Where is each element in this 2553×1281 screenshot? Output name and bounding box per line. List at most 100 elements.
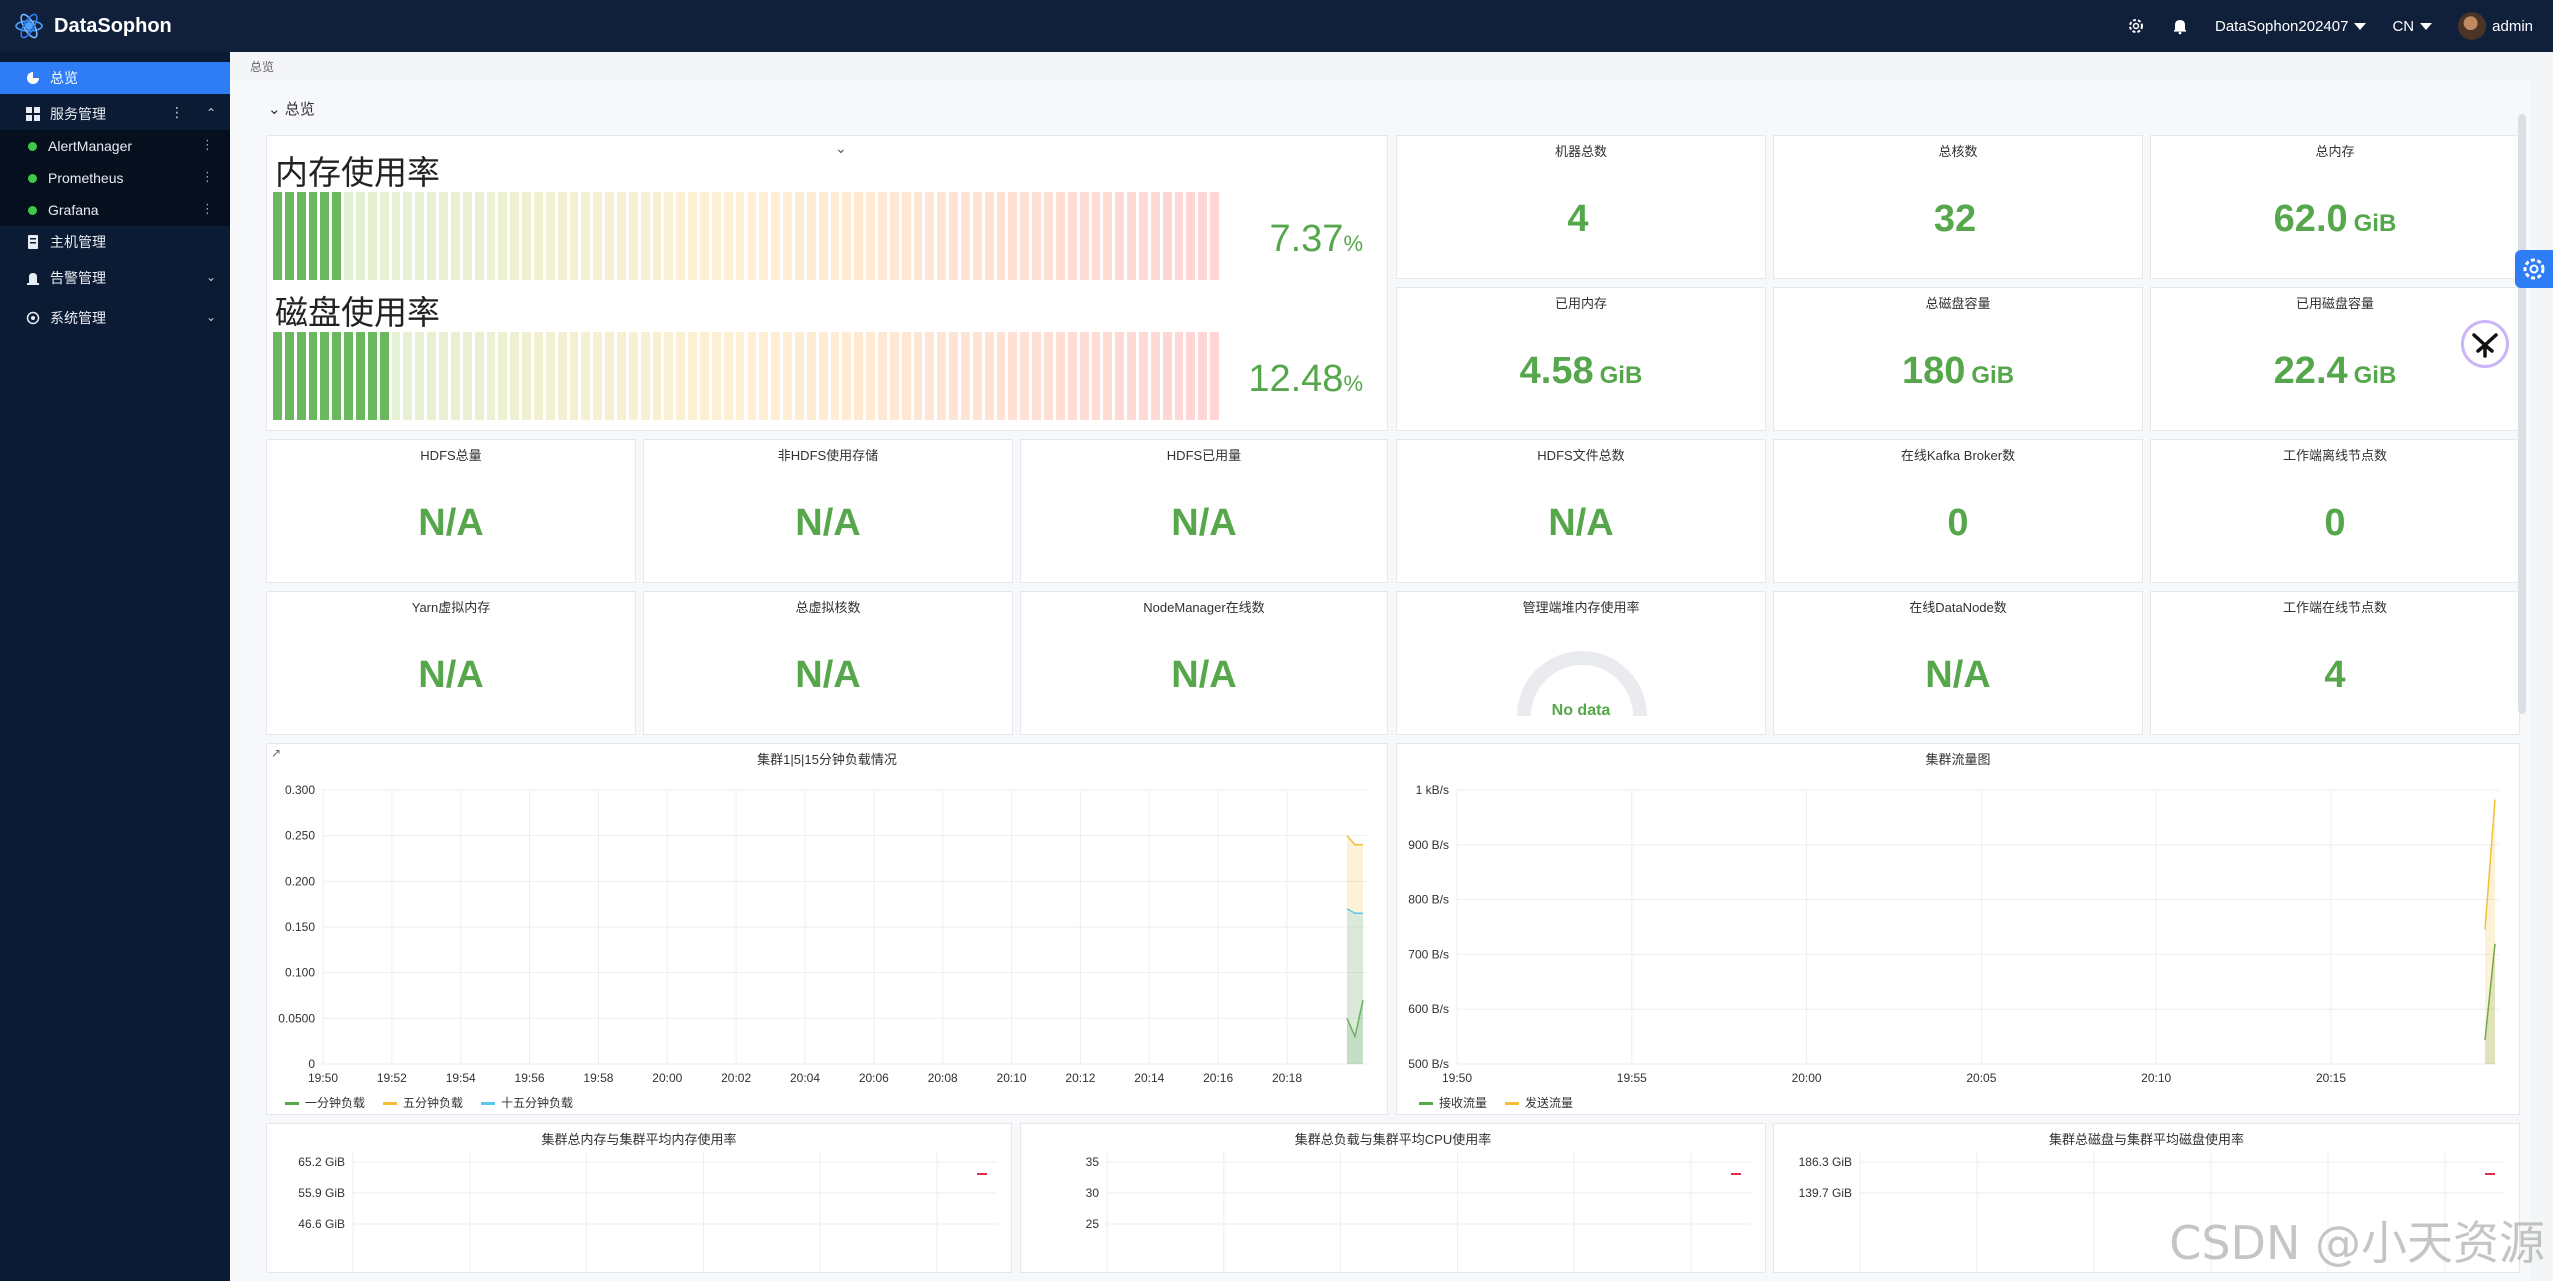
panel-title: 工作端离线节点数 <box>2282 448 2387 463</box>
bar-cell <box>1044 192 1053 280</box>
sidebar-item-overview[interactable]: 总览 <box>0 62 230 94</box>
legend-item[interactable]: 十五分钟负载 <box>481 1094 573 1111</box>
bar-cell <box>533 192 543 280</box>
sidebar-item-label: 告警管理 <box>50 270 106 286</box>
series-area <box>1347 1000 1363 1064</box>
chevron-down-icon[interactable]: ⌄ <box>205 270 216 284</box>
x-tick-label: 20:14 <box>1134 1071 1164 1085</box>
language-label: CN <box>2392 17 2415 35</box>
series-line <box>1346 999 1364 1040</box>
bar-cell <box>771 192 781 280</box>
service-label: Prometheus <box>48 170 124 186</box>
x-tick-label: 20:08 <box>928 1071 958 1085</box>
bar-cell <box>937 192 947 280</box>
more-options-icon[interactable]: ⋮ <box>201 201 214 216</box>
stat-value: N/A <box>1925 654 1991 696</box>
bar-cell <box>1138 332 1148 420</box>
series-area <box>2485 799 2495 1064</box>
sidebar-service-alertmanager[interactable]: AlertManager ⋮ <box>0 130 230 162</box>
chevron-down-icon[interactable]: ⌄ <box>835 140 847 156</box>
series-line <box>1346 908 1363 915</box>
disk-usage-title: 磁盘使用率 <box>275 294 440 331</box>
stat-panel: 总核数 32 <box>1773 135 2143 279</box>
user-menu[interactable]: admin <box>2458 12 2533 40</box>
sidebar-item-host-management[interactable]: 主机管理 <box>0 226 230 258</box>
chevron-down-icon[interactable]: ⌄ <box>205 310 216 324</box>
bar-cell <box>996 192 1006 280</box>
cluster-selector[interactable]: DataSophon202407 <box>2215 18 2367 35</box>
panel-title: 集群流量图 <box>1925 752 1991 767</box>
bar-cell <box>901 192 911 280</box>
watermark: CSDN @小天资源 <box>2169 1216 2545 1270</box>
assistant-button[interactable] <box>2461 320 2509 368</box>
stat-panel: 机器总数 4 <box>1396 135 1766 279</box>
gear-icon <box>2523 258 2545 280</box>
bell-icon[interactable] <box>2171 17 2189 35</box>
bar-cell <box>984 192 994 280</box>
legend-item[interactable]: 发送流量 <box>1505 1094 1573 1111</box>
bar-cell <box>545 192 555 280</box>
bar-cell <box>1174 332 1184 420</box>
y-tick-label: 0.150 <box>285 920 315 934</box>
bar-cell <box>747 332 757 420</box>
sidebar-item-alert-management[interactable]: 告警管理 ⌄ <box>0 262 230 294</box>
bar-cell <box>735 332 745 420</box>
bar-cell <box>1032 332 1042 420</box>
bar-cell-filled <box>308 332 318 420</box>
sidebar-service-prometheus[interactable]: Prometheus ⋮ <box>0 162 230 194</box>
bar-cell-filled <box>284 192 294 280</box>
gear-icon[interactable] <box>2127 17 2145 35</box>
sidebar-item-service-management[interactable]: 服务管理 ⋮ ⌃ <box>0 98 230 130</box>
bar-cell <box>1079 332 1089 420</box>
chevron-up-icon[interactable]: ⌃ <box>205 106 216 120</box>
series-line <box>1346 835 1363 846</box>
y-tick-label: 0.200 <box>285 874 315 888</box>
bar-cell <box>569 332 579 420</box>
language-selector[interactable]: CN <box>2392 17 2433 35</box>
bar-cell <box>557 332 567 420</box>
stat-panel: 工作端在线节点数 4 <box>2150 591 2520 735</box>
stat-value: 62.0 GiB <box>2273 198 2397 240</box>
external-link-icon[interactable]: ↗ <box>271 746 282 760</box>
bar-cell <box>450 192 460 280</box>
section-title[interactable]: ⌄ 总览 <box>268 101 315 118</box>
more-options-icon[interactable]: ⋮ <box>170 104 184 120</box>
settings-button[interactable] <box>2515 250 2553 288</box>
bar-cell <box>866 192 875 280</box>
bar-cell <box>759 332 769 420</box>
bar-cell <box>949 332 959 420</box>
stat-panel: NodeManager在线数 N/A <box>1020 591 1388 735</box>
bar-cell <box>711 192 721 280</box>
bar-cell <box>1103 192 1113 280</box>
legend-item[interactable]: 五分钟负载 <box>383 1094 463 1111</box>
x-tick-label: 19:58 <box>583 1071 613 1085</box>
brand[interactable]: DataSophon <box>14 10 172 42</box>
more-options-icon[interactable]: ⋮ <box>201 137 214 152</box>
bar-cell <box>723 192 733 280</box>
series-line <box>2484 943 2496 1041</box>
bar-cell <box>1055 332 1065 420</box>
bar-cell <box>403 332 413 420</box>
settings-icon <box>26 311 40 325</box>
stat-panel: 非HDFS使用存储 N/A <box>643 439 1013 583</box>
no-data-label: No data <box>1551 702 1611 719</box>
bar-cell <box>533 332 543 420</box>
legend-item[interactable]: 一分钟负载 <box>285 1094 365 1111</box>
scrollbar[interactable] <box>2518 114 2526 714</box>
stat-panel: 已用磁盘容量 22.4 GiB <box>2150 287 2520 431</box>
bar-cell <box>605 332 614 420</box>
bar-cell <box>391 192 401 280</box>
bar-cell-filled <box>296 332 306 420</box>
bar-cell <box>1210 332 1219 420</box>
more-options-icon[interactable]: ⋮ <box>201 169 214 184</box>
bar-cell-filled <box>308 192 318 280</box>
y-tick-label: 800 B/s <box>1408 893 1449 907</box>
legend-item[interactable]: 接收流量 <box>1419 1094 1487 1111</box>
sidebar-item-system-management[interactable]: 系统管理 ⌄ <box>0 302 230 334</box>
assistant-logo-icon <box>2472 333 2498 358</box>
sidebar-service-grafana[interactable]: Grafana ⋮ <box>0 194 230 226</box>
stat-value: 180 GiB <box>1901 350 2015 392</box>
breadcrumb[interactable]: 总览 <box>250 60 275 74</box>
stat-panel: HDFS总量 N/A <box>266 439 636 583</box>
x-tick-label: 20:10 <box>2141 1071 2171 1085</box>
